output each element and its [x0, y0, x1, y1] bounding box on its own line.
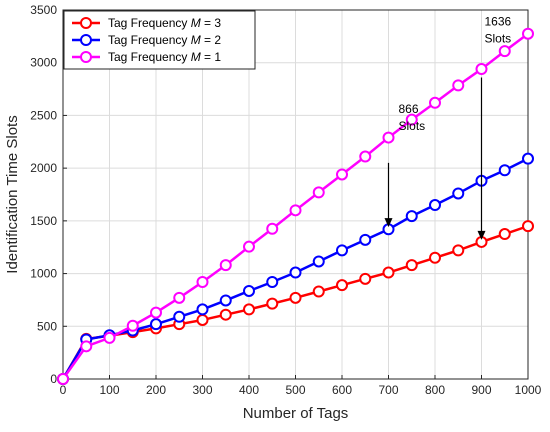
annotations: 866 Slots 1636 Slots [384, 14, 512, 240]
data-point [289, 266, 302, 279]
data-point [498, 164, 511, 177]
data-point [289, 204, 302, 217]
annotation-arrow-head [477, 230, 486, 240]
y-tick-label: 2500 [30, 108, 57, 122]
data-point [452, 244, 465, 257]
y-tick-label: 3500 [30, 3, 57, 17]
y-tick-label: 500 [37, 319, 57, 333]
legend-label: Tag Frequency M = 2 [108, 33, 221, 47]
data-point [80, 340, 93, 353]
data-point [522, 27, 534, 40]
data-point [382, 266, 395, 279]
legend-swatch-marker [80, 34, 92, 46]
annotation-value: 866 [399, 102, 419, 116]
x-tick-label: 0 [60, 383, 67, 397]
legend-swatch-marker [80, 51, 92, 63]
annotation-1: 866 Slots [384, 102, 426, 228]
y-tick-label: 0 [50, 372, 57, 386]
x-tick-label: 300 [192, 383, 212, 397]
x-tick-label: 1000 [515, 383, 542, 397]
y-tick-label: 1000 [30, 267, 57, 281]
x-tick-label: 900 [471, 383, 491, 397]
x-tick-label: 100 [99, 383, 119, 397]
legend-entry-3: Tag Frequency M = 1 [72, 50, 221, 64]
data-point [522, 152, 534, 165]
data-point [266, 276, 279, 289]
data-point [57, 373, 69, 385]
data-point [498, 45, 511, 58]
series-layer [57, 27, 534, 385]
x-tick-label: 800 [425, 383, 445, 397]
annotation-unit: Slots [485, 31, 512, 45]
data-point [266, 297, 279, 310]
y-axis-ticks: 0 500 1000 1500 2000 2500 3000 3500 [30, 3, 67, 386]
data-point [312, 285, 325, 298]
data-point [289, 291, 302, 304]
data-point [219, 308, 232, 321]
x-tick-label: 200 [146, 383, 166, 397]
data-point [359, 272, 372, 285]
legend-swatch-marker [80, 17, 92, 29]
data-point [173, 291, 186, 304]
data-point [266, 222, 279, 235]
data-point [405, 210, 418, 223]
y-axis-label: Identification Time Slots [4, 115, 21, 273]
data-point [219, 294, 232, 307]
data-point [452, 79, 465, 92]
data-point [243, 303, 255, 316]
data-point [219, 259, 232, 272]
data-point [429, 96, 441, 109]
x-axis-label: Number of Tags [243, 405, 349, 422]
data-point [475, 63, 488, 76]
legend-entry-1: Tag Frequency M = 3 [72, 16, 221, 30]
data-point [336, 279, 348, 292]
annotation-unit: Slots [399, 119, 426, 133]
data-point [429, 251, 441, 264]
data-point [382, 131, 395, 144]
annotation-2: 1636 Slots [477, 14, 512, 240]
x-axis-ticks: 0 100 200 300 400 500 600 700 800 900 1000 [60, 375, 542, 397]
data-point [405, 113, 418, 126]
data-point [452, 187, 465, 200]
data-point [312, 186, 325, 199]
legend-label: Tag Frequency M = 1 [108, 50, 221, 64]
legend: Tag Frequency M = 3 Tag Frequency M = 2 Ta… [63, 10, 256, 70]
data-point [173, 310, 186, 323]
data-point [243, 240, 255, 253]
x-tick-label: 700 [378, 383, 398, 397]
y-tick-label: 1500 [30, 214, 57, 228]
y-tick-label: 3000 [30, 56, 57, 70]
data-point [359, 150, 372, 163]
data-point [336, 244, 348, 257]
data-point [150, 318, 162, 331]
data-point [150, 306, 162, 319]
data-point [336, 168, 348, 181]
data-point [498, 228, 511, 241]
x-tick-label: 400 [239, 383, 259, 397]
x-tick-label: 500 [285, 383, 305, 397]
data-point [312, 255, 325, 268]
data-point [359, 233, 372, 246]
y-tick-label: 2000 [30, 161, 57, 175]
data-point [405, 259, 418, 272]
data-point [103, 331, 116, 344]
data-point [196, 276, 209, 289]
data-point [196, 313, 209, 326]
annotation-value: 1636 [485, 14, 512, 28]
legend-label: Tag Frequency M = 3 [108, 16, 221, 30]
data-point [196, 303, 209, 316]
legend-entry-2: Tag Frequency M = 2 [72, 33, 221, 47]
series-3 [57, 27, 534, 385]
x-tick-label: 600 [332, 383, 352, 397]
data-point [243, 284, 255, 297]
data-point [522, 220, 534, 233]
annotation-arrow-head [384, 218, 393, 228]
data-point [126, 319, 139, 332]
data-point [429, 199, 441, 212]
